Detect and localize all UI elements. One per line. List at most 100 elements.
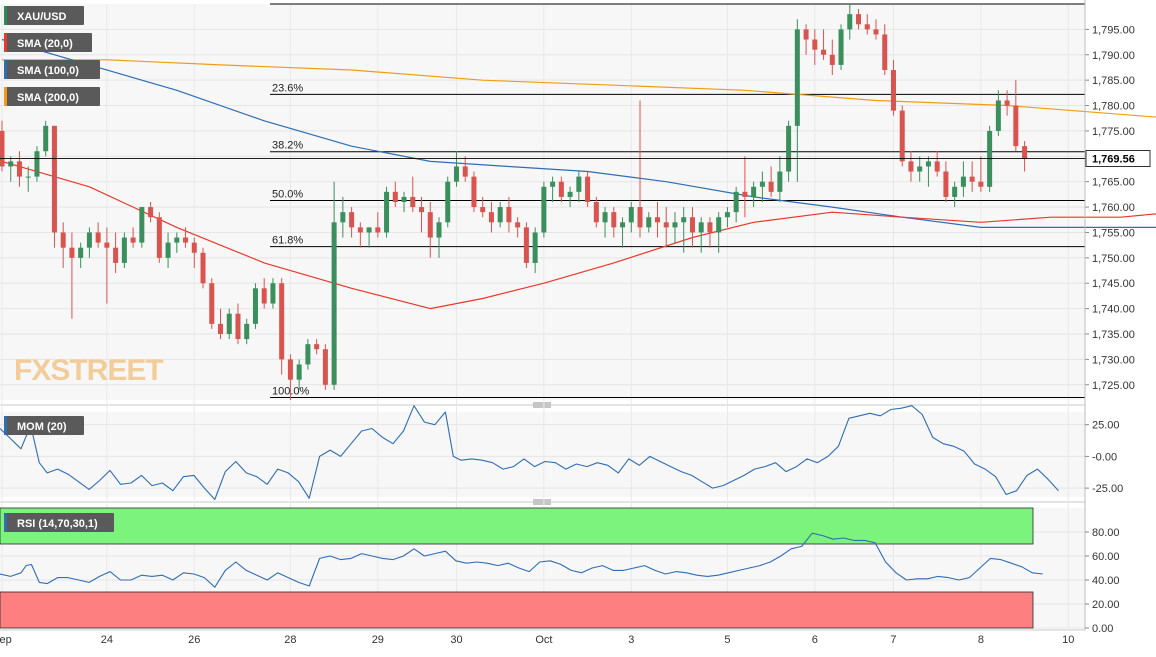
candle <box>969 161 975 192</box>
x-axis-tick-label: 30 <box>450 634 462 646</box>
candle <box>436 217 442 258</box>
candle <box>655 202 660 238</box>
fib-level-label: 23.6% <box>272 82 303 94</box>
price-y-tick-label: 1,760.00 <box>1092 202 1135 214</box>
sma-200-line <box>2 59 1156 118</box>
fibonacci-layer: 23.6%38.2%50.0%61.8%100.0% <box>270 3 1085 398</box>
rsi-oversold-band <box>0 591 1034 629</box>
legend-item[interactable]: SMA (20,0) <box>4 33 92 52</box>
candle-body <box>183 237 189 243</box>
fib-level-label: 38.2% <box>272 140 303 152</box>
candle <box>191 237 197 268</box>
candle <box>305 339 311 370</box>
x-axis-tick-label: 5 <box>724 634 730 646</box>
candle <box>829 39 835 76</box>
candle-body <box>611 212 617 228</box>
candle-body <box>156 217 162 258</box>
momentum-legend[interactable]: MOM (20) <box>4 416 84 435</box>
candle <box>550 176 556 202</box>
candle-body <box>16 161 22 177</box>
candle-body <box>550 181 556 187</box>
candle-body <box>637 207 643 228</box>
candle-body <box>305 344 311 365</box>
candle-body <box>445 181 451 223</box>
price-y-tick-label: 1,740.00 <box>1092 304 1135 316</box>
candle-body <box>270 283 276 304</box>
candle-body <box>462 166 468 177</box>
candle <box>148 202 154 223</box>
candle <box>86 227 92 258</box>
legend-item[interactable]: SMA (200,0) <box>4 87 100 106</box>
candle-body <box>287 359 293 380</box>
candle <box>523 222 529 268</box>
sma-20-line <box>1 160 1156 310</box>
legend-item[interactable]: SMA (100,0) <box>4 60 100 79</box>
candle-body <box>707 222 713 233</box>
candle-body <box>366 227 372 233</box>
x-axis-tick-label: 6 <box>812 634 818 646</box>
candle-body <box>60 232 66 248</box>
axis-background <box>1085 0 1156 652</box>
rsi-legend[interactable]: RSI (14,70,30,1) <box>4 513 114 532</box>
candle <box>16 151 22 187</box>
candle <box>331 181 337 390</box>
candle-body <box>34 151 40 177</box>
candle-body <box>864 24 870 30</box>
candle <box>567 186 573 208</box>
candle-body <box>78 247 84 258</box>
candle <box>392 181 398 208</box>
candle <box>751 181 757 208</box>
candle <box>427 202 433 258</box>
candle <box>480 196 486 218</box>
candle-body <box>226 313 232 334</box>
candle-body <box>384 191 390 233</box>
candle-body <box>296 364 302 380</box>
candle-body <box>209 283 215 324</box>
candle-body <box>148 207 154 218</box>
candle <box>121 232 127 268</box>
candle <box>174 232 180 253</box>
candle-body <box>803 29 809 40</box>
candle-body <box>646 217 652 228</box>
candle-body <box>899 110 905 162</box>
candle <box>532 227 538 274</box>
candle-body <box>427 212 433 238</box>
candle <box>218 308 223 340</box>
candle <box>506 196 512 233</box>
candle <box>139 207 145 248</box>
candle <box>995 90 1001 136</box>
candle-body <box>480 207 486 213</box>
candle-body <box>410 196 416 208</box>
candle-body <box>751 186 757 197</box>
candle-body <box>1022 146 1028 159</box>
rsi-line <box>0 532 1043 588</box>
candle-body <box>847 14 853 30</box>
candle <box>672 212 678 243</box>
candle <box>908 151 914 182</box>
candle-body <box>419 207 425 213</box>
candle-body <box>331 222 337 385</box>
momentum-panel-background <box>0 412 1085 497</box>
candle-body <box>43 125 49 152</box>
candle-body <box>322 349 328 385</box>
candle <box>25 166 31 192</box>
momentum-y-tick-label: -25.00 <box>1092 483 1123 495</box>
legend-item[interactable]: XAU/USD <box>4 6 84 25</box>
candle-body <box>252 288 258 324</box>
candle <box>165 232 171 268</box>
candle <box>226 308 232 340</box>
candle <box>628 202 634 233</box>
x-axis-tick-label: 7 <box>890 634 896 646</box>
x-axis-tick-label: 8 <box>978 634 984 646</box>
rsi-y-tick-label: 80.00 <box>1092 527 1120 539</box>
watermark-logo: FXSTREET <box>14 354 163 387</box>
last-price-label: 1,769.56 <box>1092 154 1135 166</box>
candle <box>296 359 302 390</box>
candle <box>69 232 75 319</box>
candle <box>856 9 862 30</box>
candle-body <box>943 171 949 197</box>
candle-body <box>602 212 608 223</box>
candle <box>978 156 984 192</box>
price-y-tick-label: 1,775.00 <box>1092 126 1135 138</box>
